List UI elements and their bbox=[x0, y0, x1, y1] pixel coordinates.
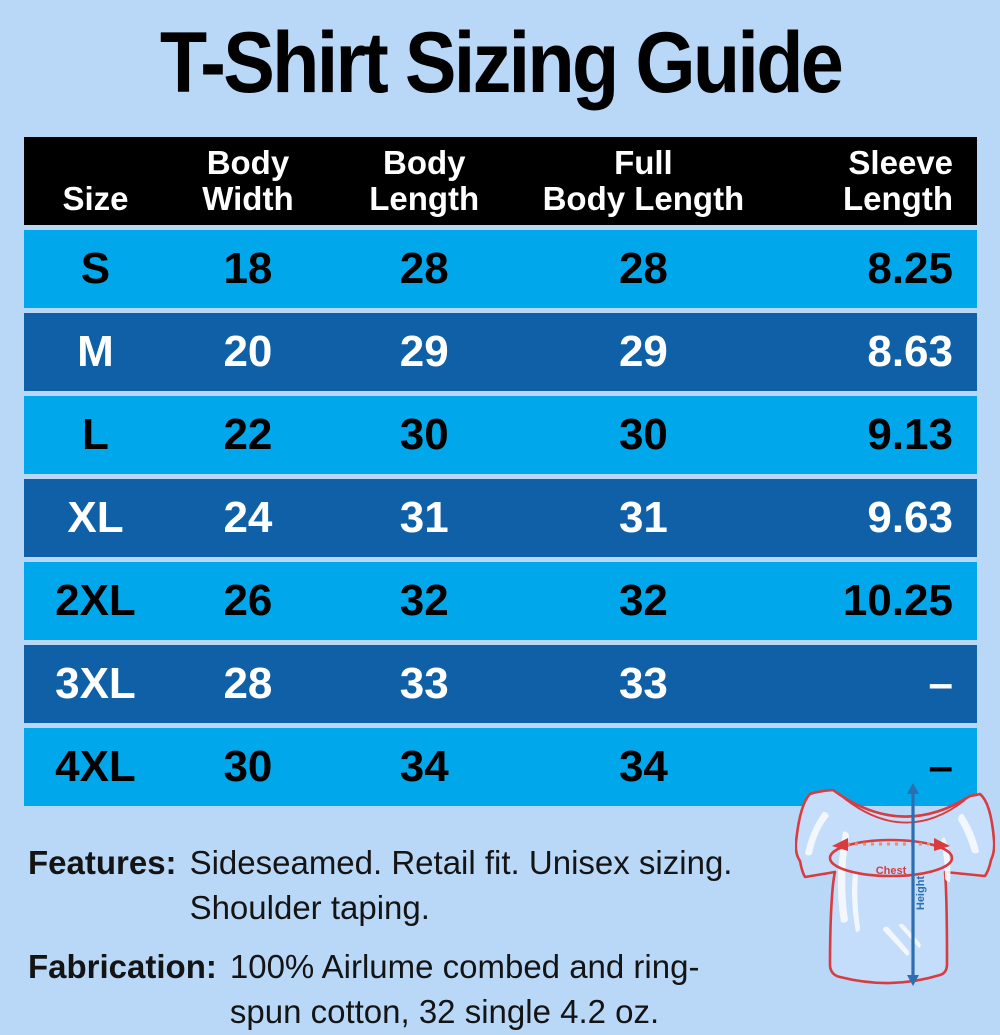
table-row-l: L 22 30 30 9.13 bbox=[24, 396, 977, 475]
cell-body-length: 29 bbox=[328, 313, 520, 392]
cell-body-width: 18 bbox=[166, 230, 329, 309]
tshirt-measurement-diagram: Chest Height bbox=[795, 780, 995, 998]
page-title-wrap: T-Shirt Sizing Guide bbox=[0, 0, 1000, 126]
features-label: Features: bbox=[28, 844, 177, 882]
chest-arrow-left-icon bbox=[832, 838, 848, 851]
cell-sleeve-length: 9.13 bbox=[767, 396, 977, 475]
cell-body-width: 26 bbox=[166, 562, 329, 641]
cell-size: 3XL bbox=[24, 645, 167, 724]
chest-label: Chest bbox=[876, 865, 907, 877]
header-full-body-length: Full Body Length bbox=[519, 137, 768, 226]
cell-sleeve-length: 8.25 bbox=[767, 230, 977, 309]
table-row-xl: XL 24 31 31 9.63 bbox=[24, 479, 977, 558]
table-row-s: S 18 28 28 8.25 bbox=[24, 230, 977, 309]
fabrication-text: 100% Airlume combed and ring- spun cotto… bbox=[229, 948, 700, 1030]
cell-size: S bbox=[24, 230, 167, 309]
table-row-3xl: 3XL 28 33 33 – bbox=[24, 645, 977, 724]
collar-outer-arc bbox=[832, 789, 971, 818]
header-sleeve-length: Sleeve Length bbox=[767, 137, 977, 226]
cell-sleeve-length: 8.63 bbox=[767, 313, 977, 392]
cell-body-length: 31 bbox=[328, 479, 520, 558]
cell-body-length: 30 bbox=[328, 396, 520, 475]
cell-sleeve-length: 10.25 bbox=[767, 562, 977, 641]
header-size: Size bbox=[24, 137, 167, 226]
cell-full-body-length: 30 bbox=[519, 396, 768, 475]
cell-size: 4XL bbox=[24, 728, 167, 807]
table-row-4xl: 4XL 30 34 34 – bbox=[24, 728, 977, 807]
table-row-2xl: 2XL 26 32 32 10.25 bbox=[24, 562, 977, 641]
cell-body-width: 28 bbox=[166, 645, 329, 724]
cell-body-width: 22 bbox=[166, 396, 329, 475]
cell-body-width: 20 bbox=[166, 313, 329, 392]
cell-body-length: 28 bbox=[328, 230, 520, 309]
features-text: Sideseamed. Retail fit. Unisex sizing. S… bbox=[189, 844, 733, 927]
height-label: Height bbox=[915, 876, 927, 911]
chest-measure-ellipse bbox=[828, 838, 954, 878]
cell-full-body-length: 31 bbox=[519, 479, 768, 558]
cell-full-body-length: 33 bbox=[519, 645, 768, 724]
cell-size: 2XL bbox=[24, 562, 167, 641]
cell-full-body-length: 29 bbox=[519, 313, 768, 392]
sizing-table-header: Size Body Width Body Length Full Body Le… bbox=[24, 137, 977, 226]
height-arrow-top-icon bbox=[907, 783, 919, 794]
height-arrow-bottom-icon bbox=[907, 975, 919, 986]
collar-inner-arc bbox=[838, 793, 966, 824]
page-title: T-Shirt Sizing Guide bbox=[159, 15, 843, 111]
cell-size: XL bbox=[24, 479, 167, 558]
cell-full-body-length: 28 bbox=[519, 230, 768, 309]
cell-body-length: 33 bbox=[328, 645, 520, 724]
cell-full-body-length: 32 bbox=[519, 562, 768, 641]
fabric-highlights bbox=[805, 811, 979, 956]
header-body-length: Body Length bbox=[328, 137, 520, 226]
cell-size: L bbox=[24, 396, 167, 475]
features-row: Features: Sideseamed. Retail fit. Unisex… bbox=[28, 841, 1000, 931]
cell-body-width: 24 bbox=[166, 479, 329, 558]
header-body-width: Body Width bbox=[166, 137, 329, 226]
sizing-table: Size Body Width Body Length Full Body Le… bbox=[24, 132, 977, 811]
chest-arrow-right-icon bbox=[934, 838, 950, 851]
table-row-m: M 20 29 29 8.63 bbox=[24, 313, 977, 392]
cell-body-length: 32 bbox=[328, 562, 520, 641]
cell-sleeve-length: 9.63 bbox=[767, 479, 977, 558]
cell-sleeve-length: – bbox=[767, 728, 977, 807]
cell-sleeve-length: – bbox=[767, 645, 977, 724]
cell-body-width: 30 bbox=[166, 728, 329, 807]
cell-size: M bbox=[24, 313, 167, 392]
fabrication-label: Fabrication: bbox=[28, 948, 217, 985]
cell-body-length: 34 bbox=[328, 728, 520, 807]
cell-full-body-length: 34 bbox=[519, 728, 768, 807]
